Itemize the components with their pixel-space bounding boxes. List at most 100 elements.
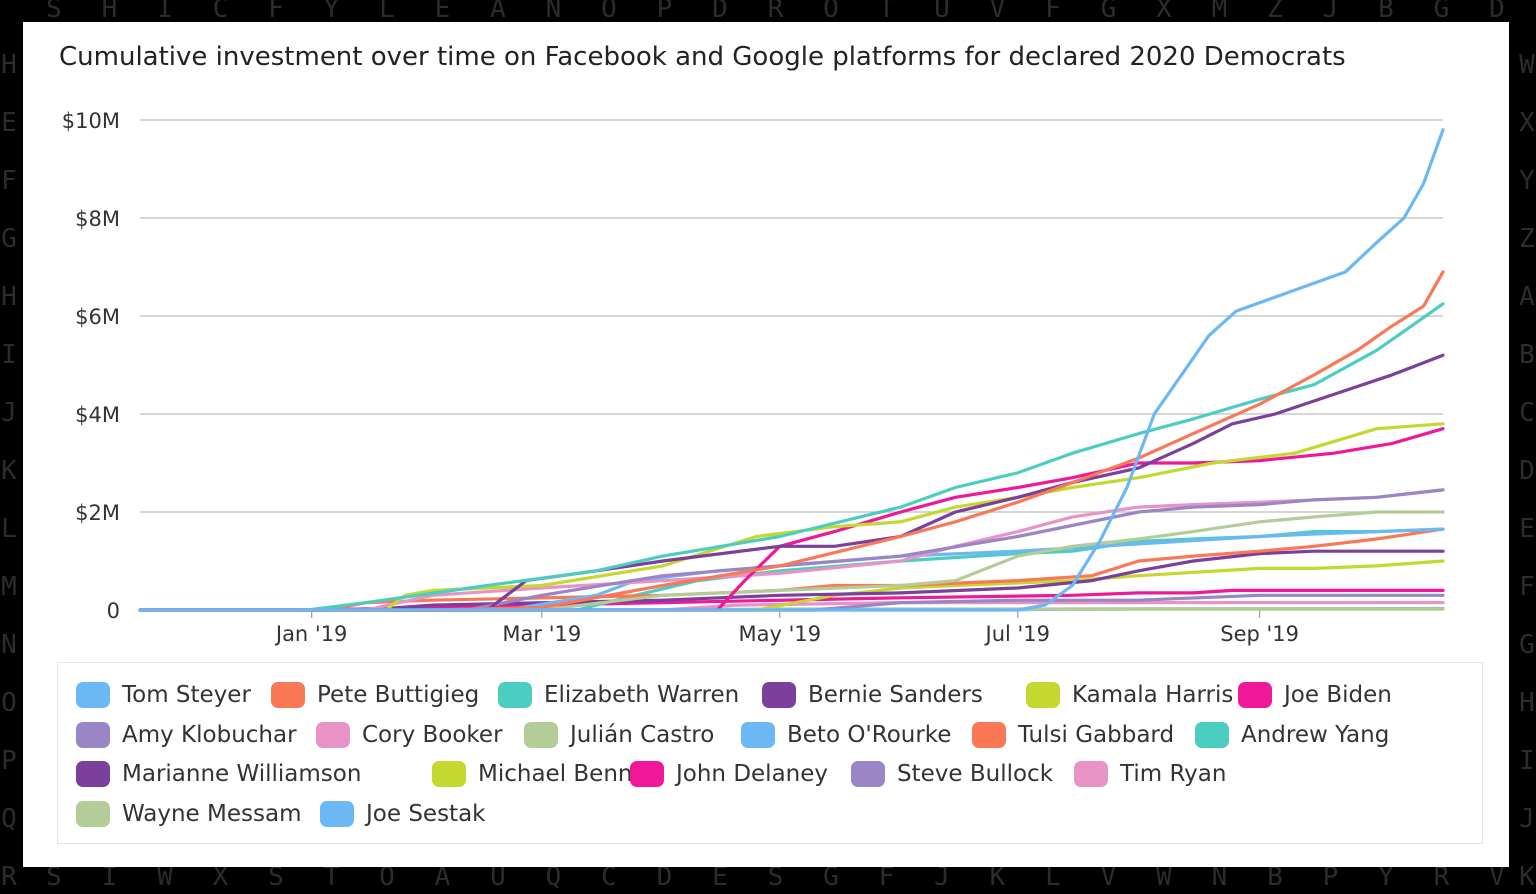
x-tick-label: Sep '19	[1220, 622, 1299, 646]
background-letter: M	[1211, 0, 1228, 24]
legend-item[interactable]: Marianne Williamson	[76, 759, 361, 789]
legend-swatch	[630, 761, 664, 787]
series-line-pete-buttigieg	[138, 270, 1445, 612]
legend-item[interactable]: Kamala Harris	[1026, 680, 1233, 710]
background-letter: H	[1519, 688, 1535, 718]
background-letters-top: SHICFYLEANOPDROTUVFGXMZJBGDW	[0, 0, 1536, 24]
background-letter: P	[1322, 862, 1339, 892]
chart-title: Cumulative investment over time on Faceb…	[59, 42, 1346, 72]
x-tick-label: Mar '19	[502, 622, 581, 646]
background-letter: S	[46, 0, 62, 24]
background-letter: H	[1, 282, 17, 312]
legend-item[interactable]: Julián Castro	[524, 720, 714, 750]
legend-item[interactable]: Bernie Sanders	[762, 680, 983, 710]
background-letter: R	[767, 0, 784, 24]
legend-item[interactable]: Michael Bennet	[432, 759, 656, 789]
x-tick-label: May '19	[738, 622, 821, 646]
background-letter: C	[601, 862, 617, 892]
legend-item[interactable]: Tulsi Gabbard	[972, 720, 1174, 750]
background-letter: L	[1045, 862, 1061, 892]
background-letter: Q	[1, 804, 17, 834]
legend-swatch	[972, 721, 1006, 748]
legend-item[interactable]: Tim Ryan	[1074, 759, 1226, 789]
background-letter: B	[1519, 340, 1535, 370]
background-letter: E	[1, 108, 17, 138]
legend-item[interactable]: Tom Steyer	[76, 680, 251, 710]
background-letter: G	[1, 224, 17, 254]
background-letter: D	[1489, 0, 1505, 24]
background-letter: L	[1, 514, 17, 544]
background-letter: N	[1, 630, 17, 660]
line-chart: 0 $2M $4M $6M $8M $10M Jan '19 Mar '19 May '19 Ju…	[62, 109, 1445, 646]
background-letter: F	[1, 166, 17, 196]
background-letter: E	[434, 0, 451, 24]
legend-item[interactable]: Elizabeth Warren	[498, 680, 739, 710]
series-line-michael-bennet	[138, 559, 1445, 612]
background-letter: Z	[1267, 0, 1283, 24]
legend-item[interactable]: Beto O'Rourke	[741, 720, 951, 750]
legend-swatch	[498, 682, 532, 708]
background-letter: O	[823, 0, 839, 24]
legend-label: Julián Castro	[570, 721, 715, 748]
background-letter: G	[1433, 0, 1450, 24]
legend-item[interactable]: Joe Sestak	[320, 799, 485, 829]
legend-item[interactable]: Wayne Messam	[76, 799, 301, 829]
legend-swatch	[316, 721, 350, 748]
legend-label: Joe Biden	[1284, 682, 1392, 708]
legend-label: Tulsi Gabbard	[1018, 721, 1175, 748]
legend-swatch	[1074, 761, 1108, 787]
background-letter: J	[1322, 0, 1339, 24]
background-letter: Q	[545, 862, 562, 892]
background-letter: I	[1, 340, 17, 370]
background-letter: P	[1, 746, 17, 776]
background-letter: Y	[1378, 862, 1394, 892]
background-letter: C	[212, 0, 229, 24]
background-letter: E	[1519, 514, 1535, 544]
background-letter: G	[1519, 630, 1535, 660]
background-letter: O	[1, 688, 17, 718]
legend-swatch	[1026, 682, 1060, 708]
background-letter: I	[157, 0, 173, 24]
background-letter: L	[379, 0, 395, 24]
legend-label: Tom Steyer	[122, 682, 251, 708]
x-tick-label: Jan '19	[274, 622, 348, 646]
background-letter: N	[1211, 862, 1228, 892]
background-letter: Y	[1519, 166, 1535, 196]
background-letter: T	[323, 862, 340, 892]
background-letter: F	[1045, 0, 1061, 24]
legend-label: Michael Bennet	[478, 761, 656, 787]
series-line-joe-biden	[138, 427, 1445, 612]
legend-swatch	[76, 800, 110, 827]
y-tick-label: 0	[107, 599, 120, 623]
legend-item[interactable]: Pete Buttigieg	[271, 680, 479, 710]
legend-item[interactable]: Steve Bullock	[851, 759, 1053, 789]
legend-swatch	[1238, 682, 1272, 708]
legend-swatch	[320, 800, 354, 827]
legend-item[interactable]: John Delaney	[630, 759, 828, 789]
legend-label: Steve Bullock	[897, 761, 1054, 787]
background-letter: S	[268, 862, 284, 892]
background-letters-bottom: SIWXSTOAUQCDESGFJKLVWNBPYRVI	[0, 862, 1536, 892]
background-letter: K	[1, 456, 17, 486]
background-letter: J	[1, 398, 17, 428]
legend-item[interactable]: Cory Booker	[316, 720, 503, 750]
background-letter: Z	[1519, 224, 1535, 254]
x-tick-label: Jul '19	[984, 622, 1051, 646]
background-letter: F	[1519, 572, 1535, 602]
background-letter: G	[1100, 0, 1117, 24]
background-letter: F	[268, 0, 284, 24]
legend-swatch	[741, 721, 775, 748]
legend-item[interactable]: Andrew Yang	[1195, 720, 1389, 750]
legend-label: John Delaney	[676, 761, 829, 787]
chart-card: Cumulative investment over time on Faceb…	[23, 22, 1509, 867]
legend-item[interactable]: Joe Biden	[1238, 680, 1392, 710]
legend-item[interactable]: Amy Klobuchar	[76, 720, 297, 750]
background-letter: C	[1519, 398, 1535, 428]
y-tick-label: $4M	[75, 403, 120, 427]
background-letter: V	[1489, 862, 1505, 892]
background-letter: J	[1519, 804, 1535, 834]
series-line-kamala-harris	[138, 422, 1445, 612]
legend-swatch	[762, 682, 796, 708]
